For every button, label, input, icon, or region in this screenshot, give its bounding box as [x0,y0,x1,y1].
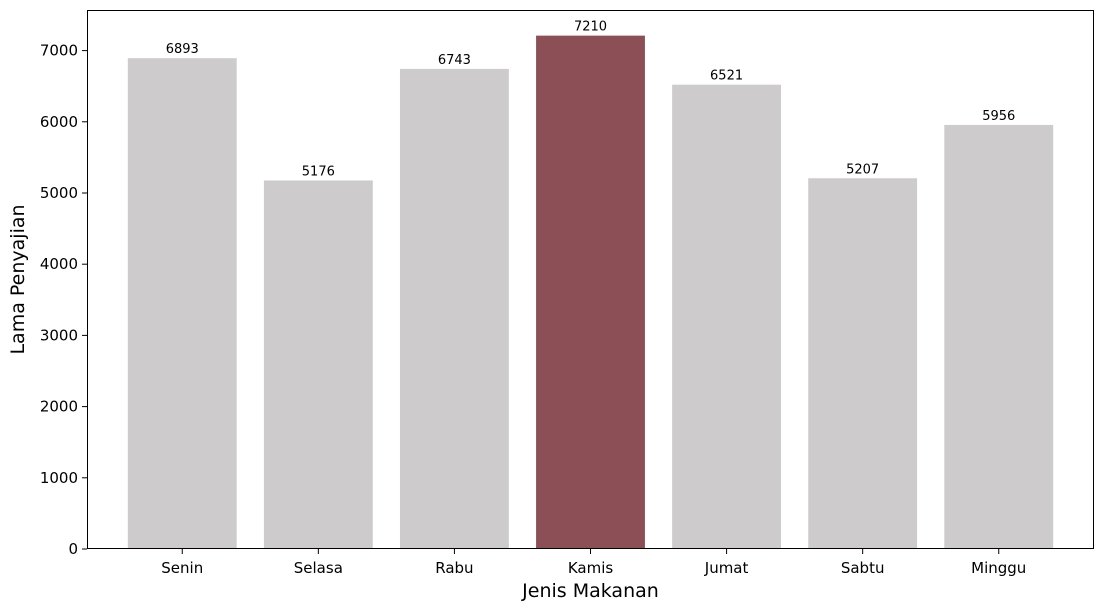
x-tick-label-jumat: Jumat [704,559,749,577]
data-label-kamis: 7210 [574,20,607,35]
x-tick-label-rabu: Rabu [435,559,473,577]
axes-layer: Senin Selasa Rabu Kamis Jumat Sabtu Minggu 0 100… [40,10,1094,577]
bar-kamis [536,35,645,549]
bars-layer [127,35,1054,550]
data-label-selasa: 5176 [302,164,335,179]
x-tick-label-sabtu: Sabtu [841,559,885,577]
y-tick-label-0: 0 [68,540,78,558]
data-label-minggu: 5956 [982,109,1015,124]
bar-minggu [944,124,1054,550]
y-tick-label-5000: 5000 [40,184,78,202]
bar-rabu [399,68,509,549]
y-tick-label-3000: 3000 [40,326,78,344]
bar-sabtu [808,178,918,549]
data-label-sabtu: 5207 [846,162,879,177]
data-labels-layer: 6893 5176 6743 7210 6521 5207 5956 [166,20,1016,180]
y-tick-label-6000: 6000 [40,113,78,131]
bar-jumat [672,84,782,549]
y-axis-title: Lama Penyajian [7,204,29,354]
plot-frame [87,10,1094,549]
x-tick-label-selasa: Selasa [294,559,343,577]
data-label-jumat: 6521 [710,69,743,84]
x-axis-title: Jenis Makanan [521,580,659,602]
bar-senin [127,58,237,549]
y-tick-label-4000: 4000 [40,255,78,273]
y-tick-label-7000: 7000 [40,42,78,60]
data-label-rabu: 6743 [438,53,471,68]
data-label-senin: 6893 [166,42,199,57]
y-tick-label-2000: 2000 [40,398,78,416]
x-tick-label-minggu: Minggu [971,559,1026,577]
x-tick-label-kamis: Kamis [568,559,614,577]
y-tick-label-1000: 1000 [40,469,78,487]
bar-selasa [263,180,373,549]
x-tick-label-senin: Senin [161,559,203,577]
